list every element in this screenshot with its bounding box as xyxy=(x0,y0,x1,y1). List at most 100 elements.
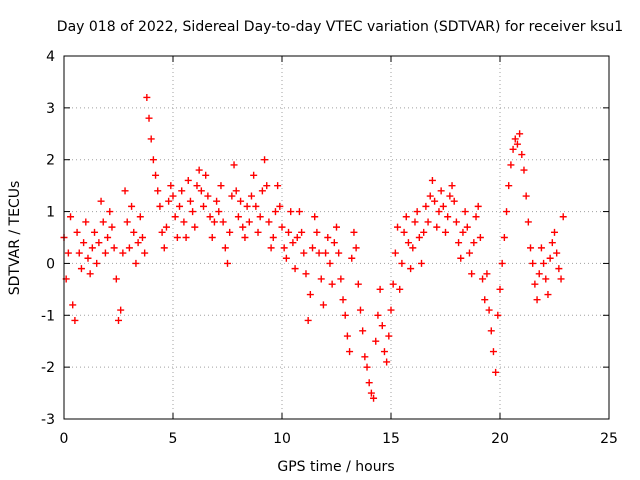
data-point xyxy=(176,202,184,210)
data-point xyxy=(128,202,136,210)
data-point xyxy=(365,379,373,387)
data-point xyxy=(276,202,284,210)
data-point xyxy=(99,218,107,226)
data-point xyxy=(182,234,190,241)
data-point xyxy=(274,182,282,190)
data-point xyxy=(383,358,391,366)
data-point xyxy=(413,208,421,216)
data-point xyxy=(348,254,356,262)
data-point xyxy=(202,171,210,179)
data-point xyxy=(553,249,561,257)
data-point xyxy=(160,244,168,252)
data-point xyxy=(71,316,79,324)
data-point xyxy=(115,316,122,324)
data-point xyxy=(492,368,500,376)
data-point xyxy=(420,228,428,236)
y-tick-label: 3 xyxy=(46,101,55,117)
data-point xyxy=(398,259,406,267)
data-point xyxy=(180,218,188,226)
data-point xyxy=(378,322,386,330)
grid xyxy=(64,56,609,419)
data-point xyxy=(485,306,493,314)
data-point xyxy=(282,254,290,262)
data-point xyxy=(165,197,173,205)
data-point xyxy=(343,332,351,340)
data-point xyxy=(311,213,319,221)
data-point xyxy=(67,213,75,221)
data-point xyxy=(474,202,482,210)
data-point xyxy=(424,218,432,226)
data-point xyxy=(455,239,463,247)
data-point xyxy=(269,234,277,241)
data-point xyxy=(557,275,565,283)
data-point xyxy=(380,348,388,356)
data-point xyxy=(315,249,323,257)
data-point xyxy=(354,280,362,288)
data-point xyxy=(302,270,310,278)
data-point xyxy=(289,239,297,247)
data-point xyxy=(402,213,410,221)
data-point xyxy=(241,234,249,241)
data-point xyxy=(522,192,530,200)
chart-title: Day 018 of 2022, Sidereal Day-to-day VTE… xyxy=(57,19,623,35)
data-point xyxy=(463,223,471,231)
data-point xyxy=(221,244,229,252)
data-point xyxy=(84,254,92,262)
data-point xyxy=(141,249,149,257)
data-point xyxy=(533,296,541,304)
data-point xyxy=(80,239,88,247)
data-point xyxy=(389,280,397,288)
data-point xyxy=(234,213,242,221)
data-point xyxy=(507,161,515,169)
data-point xyxy=(326,259,334,267)
data-point xyxy=(428,176,436,184)
data-point xyxy=(110,244,118,252)
data-point xyxy=(300,249,308,257)
data-point xyxy=(496,285,504,293)
data-point xyxy=(396,285,404,293)
data-point xyxy=(121,187,129,195)
data-point xyxy=(210,218,218,226)
data-point xyxy=(444,213,452,221)
data-point xyxy=(309,244,317,252)
data-point xyxy=(476,234,484,241)
data-point xyxy=(147,135,155,143)
data-point xyxy=(134,239,142,247)
data-point xyxy=(291,265,299,273)
data-point xyxy=(237,197,245,205)
data-point xyxy=(439,202,447,210)
plot-frame xyxy=(63,55,610,420)
data-point xyxy=(409,244,417,252)
data-point xyxy=(542,275,550,283)
data-point xyxy=(101,249,109,257)
data-point xyxy=(136,213,144,221)
data-point xyxy=(479,275,487,283)
data-point xyxy=(263,182,271,190)
data-point xyxy=(376,285,384,293)
data-point xyxy=(520,166,528,174)
data-point xyxy=(544,291,552,299)
data-point xyxy=(108,223,116,231)
data-point xyxy=(245,218,253,226)
y-tick-label: 2 xyxy=(46,153,55,169)
data-point xyxy=(106,208,114,216)
data-point xyxy=(73,228,81,236)
data-point xyxy=(130,228,138,236)
data-point xyxy=(158,228,166,236)
data-point xyxy=(206,213,214,221)
data-points xyxy=(60,93,567,402)
data-point xyxy=(540,259,548,267)
data-point xyxy=(535,270,543,278)
data-point xyxy=(213,197,221,205)
data-point xyxy=(293,234,301,241)
data-point xyxy=(367,389,375,397)
data-point xyxy=(145,114,153,122)
data-point xyxy=(156,202,164,210)
data-point xyxy=(472,213,480,221)
data-point xyxy=(546,254,554,262)
data-point xyxy=(204,192,212,200)
data-point xyxy=(149,156,157,164)
data-point xyxy=(322,249,330,257)
data-point xyxy=(400,228,408,236)
data-point xyxy=(280,244,288,252)
